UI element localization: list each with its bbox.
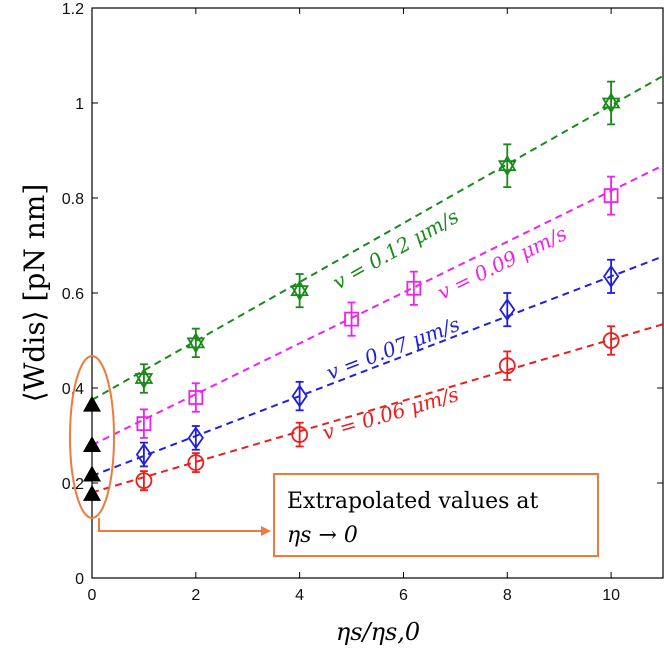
data-point bbox=[602, 264, 620, 288]
fit-line bbox=[91, 323, 664, 494]
annotation-box: Extrapolated values at ηs → 0 bbox=[273, 473, 599, 557]
data-point bbox=[188, 390, 204, 405]
annotation-line2: ηs → 0 bbox=[287, 523, 358, 548]
data-point bbox=[601, 92, 621, 109]
y-axis-label: ⟨Wdis⟩ [pN nm] bbox=[18, 184, 51, 403]
data-point bbox=[136, 416, 152, 432]
y-tick-label: 0.6 bbox=[62, 286, 84, 303]
data-point bbox=[291, 384, 308, 408]
y-tick-label: 0.4 bbox=[62, 381, 84, 398]
annotation-connector bbox=[98, 518, 262, 532]
data-point bbox=[291, 426, 309, 443]
x-tick-label: 8 bbox=[503, 587, 512, 604]
data-point bbox=[290, 279, 309, 297]
data-point bbox=[186, 332, 206, 349]
data-point bbox=[135, 442, 153, 467]
annotation-line1: Extrapolated values at bbox=[287, 489, 539, 514]
data-point-inner bbox=[290, 285, 309, 302]
intercept-marker bbox=[83, 484, 101, 501]
y-tick-label: 0 bbox=[75, 571, 84, 588]
data-point-inner bbox=[186, 337, 206, 354]
intercept-marker bbox=[83, 395, 101, 412]
data-point bbox=[603, 188, 619, 204]
data-point-inner bbox=[601, 97, 621, 114]
data-point bbox=[344, 311, 359, 327]
annotation-arrowhead bbox=[261, 526, 271, 536]
extrapolated-ellipse bbox=[69, 355, 115, 519]
x-axis-label: ηs/ηs,0 bbox=[336, 618, 420, 646]
y-tick-label: 1.2 bbox=[62, 1, 84, 18]
fit-line bbox=[91, 255, 664, 477]
fit-line bbox=[91, 164, 664, 446]
y-tick-label: 0.8 bbox=[62, 191, 84, 208]
intercept-marker bbox=[83, 465, 101, 482]
data-point-inner bbox=[134, 373, 154, 390]
data-point bbox=[135, 472, 153, 490]
x-tick-label: 2 bbox=[191, 587, 200, 604]
data-point bbox=[406, 280, 422, 296]
data-point bbox=[497, 154, 517, 172]
y-tick-label: 1 bbox=[75, 96, 84, 113]
intercept-marker bbox=[83, 436, 101, 452]
x-tick-label: 6 bbox=[399, 587, 408, 604]
x-tick-label: 0 bbox=[88, 587, 97, 604]
data-point bbox=[498, 357, 516, 375]
data-point-inner bbox=[497, 160, 517, 177]
fit-line bbox=[91, 75, 664, 401]
y-tick-label: 0.2 bbox=[62, 476, 84, 493]
data-point bbox=[499, 298, 516, 322]
data-point bbox=[187, 454, 205, 471]
x-tick-label: 4 bbox=[295, 587, 304, 604]
data-point bbox=[134, 367, 154, 384]
data-point bbox=[602, 332, 620, 349]
x-tick-label: 10 bbox=[602, 587, 620, 604]
data-point bbox=[187, 426, 204, 450]
